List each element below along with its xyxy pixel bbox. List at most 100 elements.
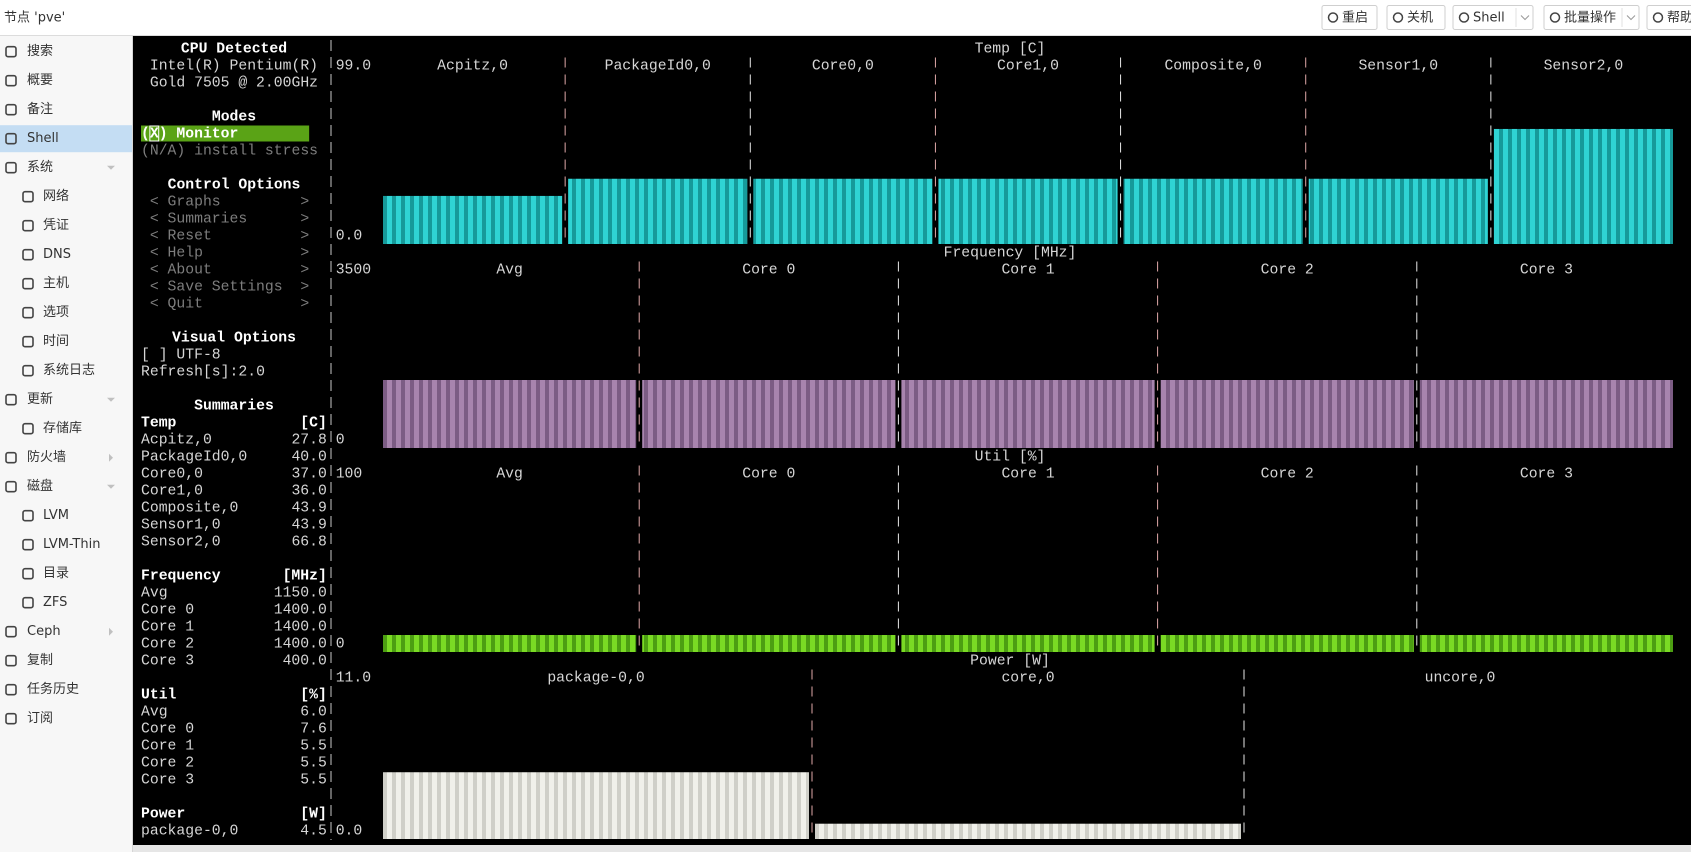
panel-text: Core 2 [141,755,194,771]
graph-bar [383,772,809,839]
panel-text: Avg [141,704,168,720]
summary-value: 43.9 [291,517,326,533]
nav-item[interactable]: 任务历史 [27,681,79,697]
summary-value: 43.9 [291,500,326,516]
dropdown-caret [1626,15,1636,21]
panel-text: < About > [150,262,309,278]
summary-value: 5.5 [300,755,327,771]
summary-unit: [MHz] [283,568,327,584]
panel-label: Core 3 [1520,466,1573,482]
nav-caret [107,165,115,170]
panel-text: < Summaries > [150,211,309,227]
section-title: Control Options [168,177,301,193]
nav-item[interactable]: 系统日志 [43,363,95,378]
button-label[interactable]: 帮助 [1667,11,1691,26]
summary-value: 1400.0 [274,602,327,618]
panel-text: Core 1 [141,619,194,635]
nav-icon [5,480,17,493]
nav-item[interactable]: LVM [43,508,69,523]
nav-item[interactable]: 选项 [43,305,69,320]
nav-item[interactable]: 凭证 [43,218,69,233]
nav-icon [5,451,17,464]
button-label[interactable]: 关机 [1407,11,1433,26]
nav-item[interactable]: 防火墙 [27,449,66,465]
summary-value: 5.5 [300,738,327,754]
panel-text: < Graphs > [150,194,309,210]
nav-item[interactable]: 更新 [27,391,53,407]
panel-label: core,0 [1001,670,1054,686]
graph-bar [1160,380,1414,448]
graph-bar [1123,178,1303,244]
y-tick-label: 99.0 [336,58,371,74]
nav-caret [109,453,113,462]
panel-label: Sensor2,0 [1544,58,1624,74]
panel-text: Temp [141,415,177,431]
nav-icon [22,190,34,203]
nav-item[interactable]: 备注 [27,101,53,117]
button-label[interactable]: Shell [1473,11,1505,26]
section-title: CPU Detected [181,41,287,57]
panel-text: < Help > [150,245,309,261]
button-icon [1549,12,1561,23]
graph-bar [383,380,637,448]
mode-cursor [149,125,160,142]
graph-bar [383,635,637,652]
graph-bar [901,635,1155,652]
button-label[interactable]: 重启 [1342,10,1368,26]
nav-item[interactable]: 磁盘 [27,478,53,494]
panel-text: Composite,0 [141,500,238,516]
nav-item[interactable]: Shell [27,131,59,146]
panel-text: Avg [141,585,168,601]
panel-text: < Reset > [150,228,309,244]
graph-title: Frequency [MHz] [944,245,1077,261]
summary-value: 66.8 [291,534,326,550]
panel-text: Refresh[s]:2.0 [141,364,265,380]
toolbar-button[interactable] [1386,5,1446,30]
panel-label: Core 2 [1261,466,1314,482]
nav-item[interactable]: 系统 [27,160,53,175]
button-label[interactable]: 批量操作 [1564,10,1616,26]
page-title: 节点 'pve' [4,11,65,26]
toolbar-button[interactable] [1646,5,1691,30]
y-tick-label: 0.0 [336,228,363,244]
summary-value: 400.0 [283,653,327,669]
section-title: Visual Options [172,330,296,346]
nav-icon [5,74,17,87]
toolbar-button[interactable] [1452,5,1534,30]
panel-label: package-0,0 [547,670,644,686]
nav-icon [5,712,17,725]
nav-item[interactable]: ZFS [43,595,67,610]
summary-value: 1400.0 [274,619,327,635]
graph-bar [383,195,563,244]
nav-item[interactable]: 复制 [27,653,53,668]
nav-icon [22,538,34,551]
panel-text: Core1,0 [141,483,203,499]
panel-text: Core 0 [141,721,194,737]
panel-text: Sensor1,0 [141,517,221,533]
panel-text: Core 1 [141,738,194,754]
toolbar-button[interactable] [1321,5,1378,30]
summary-value: 4.5 [300,823,327,839]
nav-item[interactable]: LVM-Thin [43,537,100,552]
panel-text: Gold 7505 @ 2.00GHz [150,75,318,91]
nav-item[interactable]: Ceph [27,624,61,639]
panel-text: (X) Monitor [141,126,238,142]
graph-bar [1419,635,1673,652]
nav-icon [5,683,17,696]
nav-item[interactable]: 目录 [43,566,69,581]
toolbar-button[interactable] [1543,5,1640,30]
panel-text: Core 0 [141,602,194,618]
nav-item[interactable]: 存储库 [43,420,82,436]
summary-value: 1400.0 [274,636,327,652]
nav-item[interactable]: 网络 [43,188,69,204]
panel-label: Composite,0 [1164,58,1261,74]
nav-item[interactable]: 搜索 [27,44,53,59]
nav-item[interactable]: 时间 [43,334,69,349]
nav-item[interactable]: 订阅 [27,711,53,726]
graph-bar [815,823,1241,839]
button-icon [1652,12,1664,23]
nav-item[interactable]: 主机 [43,276,69,291]
nav-item[interactable]: DNS [43,247,71,262]
nav-item[interactable]: 概要 [27,73,53,88]
nav-icon [22,335,34,348]
